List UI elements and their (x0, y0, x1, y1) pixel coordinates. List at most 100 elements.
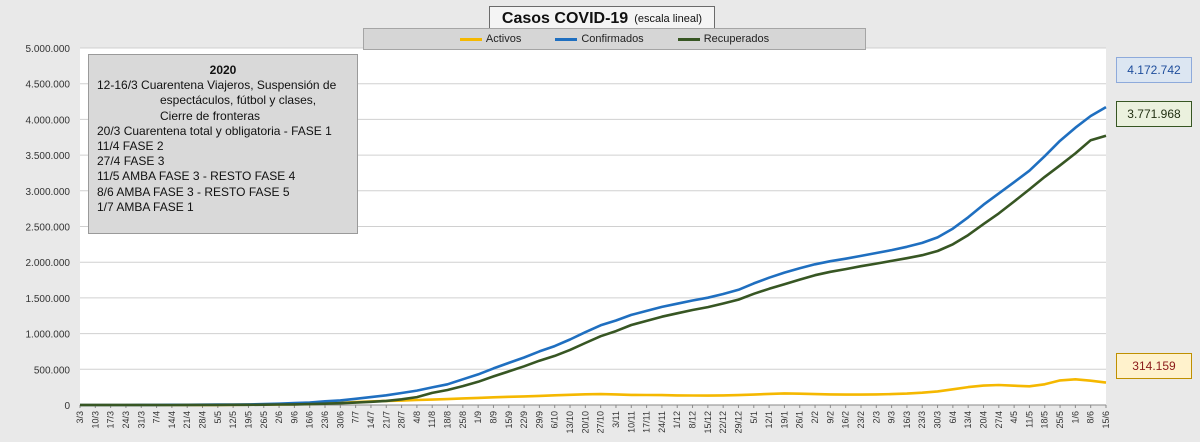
x-tick-label: 9/6 (289, 411, 299, 424)
x-tick-label: 16/6 (305, 411, 315, 429)
chart-title-box: Casos COVID-19 (escala lineal) (489, 6, 715, 32)
legend: Activos Confirmados Recuperados (363, 28, 866, 50)
chart-subtitle: (escala lineal) (634, 13, 703, 25)
x-tick-label: 2/3 (871, 411, 881, 424)
x-tick-label: 9/3 (887, 411, 897, 424)
x-tick-label: 12/5 (228, 411, 238, 429)
x-tick-label: 31/3 (136, 411, 146, 429)
x-tick-label: 8/9 (488, 411, 498, 424)
legend-swatch-activos (459, 37, 482, 41)
x-tick-label: 22/12 (718, 411, 728, 434)
callout-recuperados: 3.771.968 (1116, 101, 1192, 127)
legend-label-confirmados: Confirmados (581, 33, 644, 45)
y-tick-label: 500.000 (34, 365, 71, 376)
x-tick-label: 13/4 (963, 411, 973, 429)
x-tick-label: 18/8 (443, 411, 453, 429)
x-tick-label: 21/7 (381, 411, 391, 429)
callout-confirmados: 4.172.742 (1116, 57, 1192, 83)
annotation-line: 11/4 FASE 2 (97, 139, 164, 154)
x-tick-label: 19/1 (779, 411, 789, 429)
x-tick-label: 5/1 (749, 411, 759, 424)
x-tick-label: 1/9 (473, 411, 483, 424)
annotation-line: 27/4 FASE 3 (97, 154, 165, 169)
legend-label-recuperados: Recuperados (703, 33, 770, 45)
x-tick-label: 15/12 (703, 411, 713, 434)
x-tick-label: 24/3 (121, 411, 131, 429)
x-tick-label: 29/9 (534, 411, 544, 429)
x-tick-label: 18/5 (1040, 411, 1050, 429)
annotation-line: 1/7 AMBA FASE 1 (97, 199, 194, 214)
y-tick-label: 1.000.000 (26, 330, 71, 341)
legend-item-activos: Activos (459, 33, 522, 45)
x-tick-label: 3/11 (611, 411, 621, 428)
x-tick-label: 2/6 (274, 411, 284, 424)
x-tick-label: 7/7 (351, 411, 361, 424)
x-tick-label: 2/2 (810, 411, 820, 424)
x-tick-label: 26/5 (259, 411, 269, 429)
x-tick-label: 21/4 (182, 411, 192, 429)
x-tick-label: 13/10 (565, 411, 575, 434)
legend-item-confirmados: Confirmados (555, 33, 644, 45)
annotation-heading: 2020 (209, 63, 237, 77)
x-tick-label: 23/6 (320, 411, 330, 429)
y-tick-label: 0 (64, 401, 70, 412)
x-tick-label: 28/7 (397, 411, 407, 429)
x-tick-label: 17/11 (642, 411, 652, 433)
annotation-line: 8/6 AMBA FASE 3 - RESTO FASE 5 (97, 184, 290, 199)
annotation-line: Cierre de fronteras (160, 108, 261, 123)
x-tick-label: 20/4 (978, 411, 988, 429)
x-tick-label: 11/8 (427, 411, 437, 428)
x-tick-label: 23/2 (856, 411, 866, 429)
y-tick-label: 3.000.000 (26, 187, 71, 198)
x-tick-label: 14/7 (366, 411, 376, 429)
x-tick-label: 20/10 (580, 411, 590, 434)
x-tick-label: 16/2 (841, 411, 851, 429)
x-tick-label: 4/8 (412, 411, 422, 424)
x-tick-label: 28/4 (198, 411, 208, 429)
x-tick-label: 15/9 (504, 411, 514, 429)
y-tick-label: 2.000.000 (26, 258, 71, 269)
x-tick-label: 24/11 (657, 411, 667, 433)
y-tick-label: 3.500.000 (26, 151, 71, 162)
y-tick-label: 5.000.000 (26, 44, 71, 55)
x-tick-label: 10/11 (626, 411, 636, 433)
x-tick-label: 30/3 (933, 411, 943, 429)
y-tick-label: 4.500.000 (26, 80, 71, 91)
x-tick-label: 11/5 (1024, 411, 1034, 428)
x-tick-label: 12/1 (764, 411, 774, 429)
x-tick-label: 5/5 (213, 411, 223, 424)
x-tick-label: 30/6 (335, 411, 345, 429)
legend-swatch-recuperados (677, 37, 700, 41)
x-tick-label: 8/12 (688, 411, 698, 429)
x-tick-label: 25/5 (1055, 411, 1065, 429)
x-tick-label: 14/4 (167, 411, 177, 429)
x-tick-label: 29/12 (733, 411, 743, 434)
x-tick-label: 6/10 (550, 411, 560, 429)
x-tick-label: 9/2 (825, 411, 835, 424)
x-tick-label: 1/12 (672, 411, 682, 429)
x-tick-label: 1/6 (1070, 411, 1080, 424)
series-line-recuperados (80, 134, 1107, 407)
annotation-line: 11/5 AMBA FASE 3 - RESTO FASE 4 (97, 169, 296, 184)
x-tick-label: 3/3 (75, 411, 85, 424)
legend-label-activos: Activos (485, 33, 522, 45)
x-tick-label: 26/1 (795, 411, 805, 429)
annotation-line: 20/3 Cuarentena total y obligatoria - FA… (97, 123, 332, 138)
legend-item-recuperados: Recuperados (677, 33, 770, 45)
x-tick-label: 19/5 (243, 411, 253, 429)
x-tick-label: 27/10 (596, 411, 606, 434)
x-tick-label: 10/3 (90, 411, 100, 429)
x-tick-label: 15/6 (1101, 411, 1111, 429)
annotation-line: espectáculos, fútbol y clases, (160, 93, 317, 108)
x-tick-label: 7/4 (152, 411, 162, 424)
x-tick-label: 16/3 (902, 411, 912, 429)
x-tick-label: 22/9 (519, 411, 529, 429)
y-tick-label: 1.500.000 (26, 294, 71, 305)
x-tick-label: 17/3 (106, 411, 116, 429)
annotation-box: 2020 12-16/3 Cuarentena Viajeros, Suspen… (88, 54, 358, 234)
x-tick-label: 25/8 (458, 411, 468, 429)
y-tick-label: 4.000.000 (26, 115, 71, 126)
y-tick-label: 2.500.000 (26, 223, 71, 234)
chart-title: Casos COVID-19 (501, 10, 629, 27)
